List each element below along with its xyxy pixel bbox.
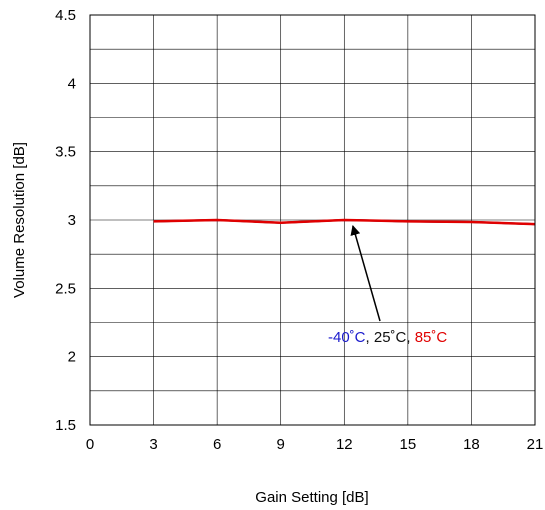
y-tick-label: 3: [68, 212, 76, 229]
annotation-part: -40˚C: [328, 329, 366, 346]
plot-frame: [89, 14, 536, 426]
y-axis-label: Volume Resolution [dB]: [11, 142, 28, 298]
x-tick-label: 18: [463, 436, 480, 453]
x-tick-label: 0: [86, 436, 94, 453]
y-tick-label: 4.5: [55, 7, 76, 24]
x-tick-label: 6: [213, 436, 221, 453]
annotation-part: , 25˚C,: [366, 329, 415, 346]
annotation-label: -40˚C, 25˚C, 85˚C: [328, 329, 447, 346]
annotation-part: 85˚C: [415, 329, 448, 346]
y-tick-label: 4: [68, 75, 76, 92]
series-line: [153, 218, 536, 226]
x-tick-label: 9: [277, 436, 285, 453]
x-axis-label: Gain Setting [dB]: [255, 489, 368, 506]
x-tick-label: 15: [400, 436, 417, 453]
y-tick-label: 1.5: [55, 417, 76, 434]
annotation-arrow: [350, 225, 381, 322]
x-tick-label: 3: [149, 436, 157, 453]
y-tick-label: 3.5: [55, 144, 76, 161]
x-tick-label: 12: [336, 436, 353, 453]
y-tick-label: 2: [68, 349, 76, 366]
x-tick-labels: 0 3 6 9 12 15 18 21: [86, 436, 544, 453]
y-tick-labels: 1.5 2 2.5 3 3.5 4 4.5: [55, 7, 76, 434]
series-group: [153, 218, 536, 226]
x-tick-label: 21: [527, 436, 544, 453]
y-tick-label: 2.5: [55, 280, 76, 297]
